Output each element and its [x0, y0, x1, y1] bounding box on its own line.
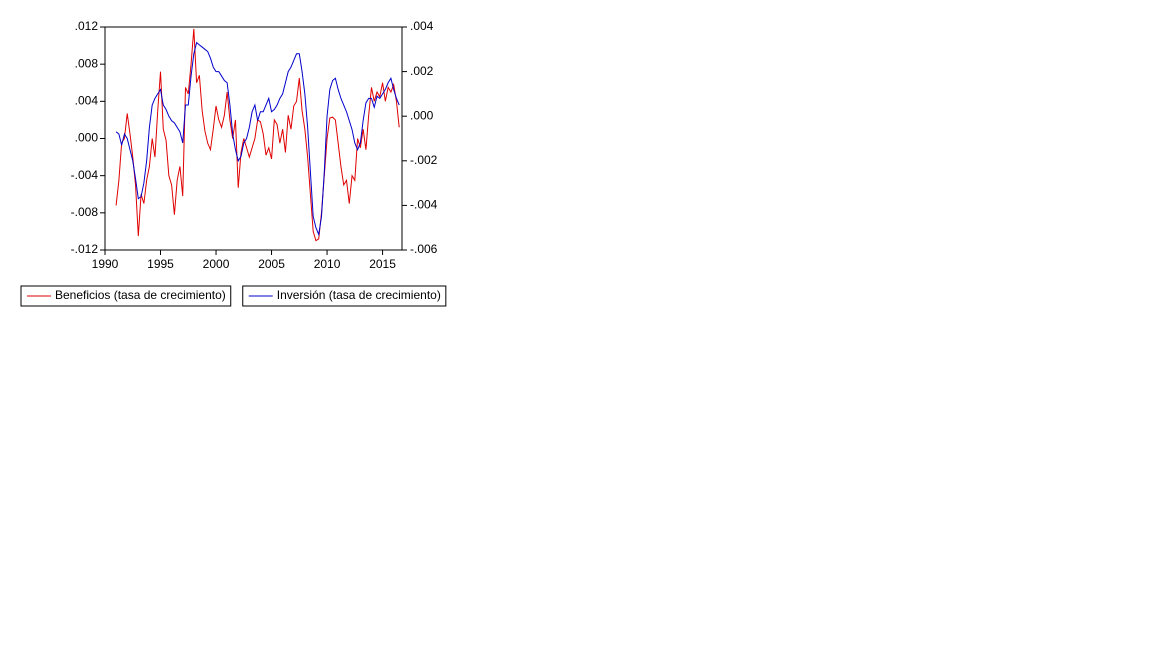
y-tick-label: .000 [75, 131, 99, 145]
legend-box [242, 285, 447, 307]
y2-tick-label: -.004 [410, 198, 438, 212]
y2-tick-label: -.002 [410, 153, 438, 167]
y2-tick-label: .002 [410, 64, 434, 78]
legend-box [20, 285, 232, 307]
y-tick-label: .008 [75, 56, 99, 70]
y-tick-label: -.012 [71, 242, 99, 256]
x-tick-label: 2015 [369, 257, 396, 271]
x-tick-label: 2010 [314, 257, 341, 271]
plot-frame [104, 26, 403, 251]
legend-label: Inversión (tasa de crecimiento) [277, 288, 441, 302]
y-tick-label: -.004 [71, 168, 99, 182]
x-tick-label: 2005 [258, 257, 285, 271]
y2-tick-label: .004 [410, 19, 434, 33]
y2-tick-label: .000 [410, 108, 434, 122]
y-tick-label: .004 [75, 94, 99, 108]
x-tick-label: 1990 [92, 257, 119, 271]
x-tick-label: 1995 [147, 257, 174, 271]
y-tick-label: .012 [75, 19, 99, 33]
x-tick-label: 2000 [203, 257, 230, 271]
y2-tick-label: -.006 [410, 242, 438, 256]
y-tick-label: -.008 [71, 205, 99, 219]
series-line [115, 41, 400, 237]
legend-label: Beneficios (tasa de crecimiento) [55, 288, 226, 302]
